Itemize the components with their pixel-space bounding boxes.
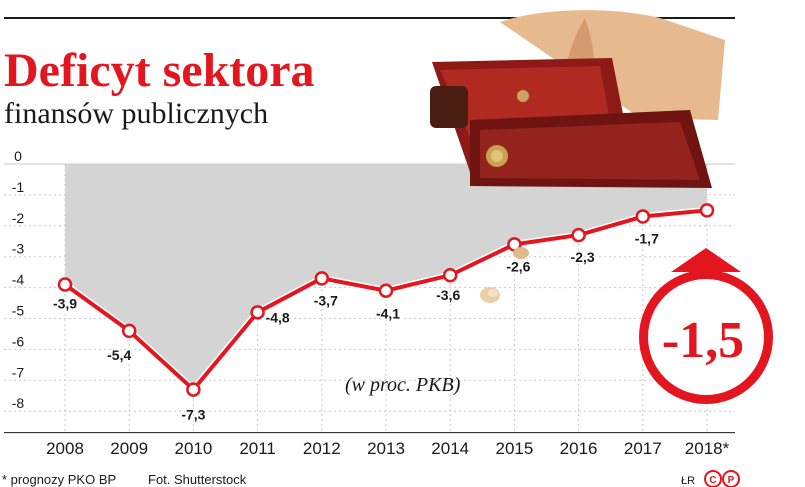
- y-tick-label: -3: [12, 241, 25, 257]
- author-initials: ŁR: [681, 475, 695, 487]
- chart-title: Deficyt sektora: [4, 44, 315, 97]
- y-tick-label: -1: [12, 179, 25, 195]
- coin-decoration: [480, 247, 529, 303]
- data-label: -3,6: [436, 287, 460, 303]
- data-point: [186, 382, 201, 397]
- data-label: -7,3: [181, 407, 205, 423]
- data-point: [378, 283, 394, 298]
- data-point: [250, 305, 265, 320]
- wallet-photo: [430, 10, 725, 188]
- x-tick-label: 2009: [110, 439, 148, 458]
- data-point: [635, 209, 651, 224]
- x-tick-label: 2013: [367, 439, 405, 458]
- x-tick-label: 2011: [239, 439, 276, 458]
- deficit-area: [65, 164, 707, 390]
- x-tick-label: 2008: [46, 439, 84, 458]
- data-point: [121, 323, 137, 339]
- x-tick-label: 2010: [174, 439, 212, 458]
- data-label: -2,6: [506, 258, 530, 274]
- data-point: [314, 271, 330, 286]
- data-label: -4,1: [376, 306, 400, 322]
- chart-subtitle: finansów publicznych: [4, 97, 268, 130]
- y-tick-label: -6: [12, 333, 25, 349]
- y-tick-label: -8: [12, 395, 25, 411]
- highlight-bubble: -1,5: [639, 248, 773, 404]
- markers: [57, 203, 715, 397]
- data-point: [57, 277, 73, 292]
- data-point: [699, 203, 715, 218]
- footnote: * prognozy PKO BP: [2, 472, 116, 487]
- area-fill: [65, 164, 707, 390]
- data-label: -1,7: [635, 231, 659, 247]
- x-tick-label: 2014: [431, 439, 469, 458]
- highlight-value: -1,5: [662, 312, 744, 369]
- data-label: -5,4: [107, 347, 131, 363]
- data-labels: -3,9 -5,4 -7,3 -4,8 -3,7 -4,1 -3,6 -2,6 -2,3 -1,7: [51, 229, 660, 424]
- y-tick-label: -4: [12, 272, 25, 288]
- unit-annotation: (w proc. PKB): [345, 374, 461, 396]
- svg-text:P: P: [728, 475, 735, 486]
- data-point: [571, 227, 586, 243]
- axes: 0 -1 -2 -3 -4 -5 -6 -7 -8 2008 2009 2010 2011 2012 201…: [4, 148, 735, 458]
- data-point: [442, 267, 458, 283]
- y-tick-label: -2: [12, 210, 25, 226]
- y-tick-label: -5: [12, 303, 25, 319]
- x-tick-label: 2018*: [685, 439, 730, 458]
- photo-credit: Fot. Shutterstock: [148, 472, 247, 487]
- data-label: -3,7: [314, 292, 338, 308]
- x-tick-label: 2016: [560, 439, 598, 458]
- logo: C P: [704, 470, 740, 487]
- x-tick-label: 2012: [303, 439, 341, 458]
- x-tick-label: 2017: [624, 439, 662, 458]
- y-tick-label: 0: [14, 148, 22, 164]
- x-tick-label: 2015: [495, 439, 533, 458]
- svg-text:C: C: [709, 475, 716, 486]
- data-label: -2,3: [571, 249, 595, 265]
- data-label: -4,8: [266, 309, 290, 325]
- y-tick-label: -7: [12, 364, 25, 380]
- data-label: -3,9: [53, 296, 77, 312]
